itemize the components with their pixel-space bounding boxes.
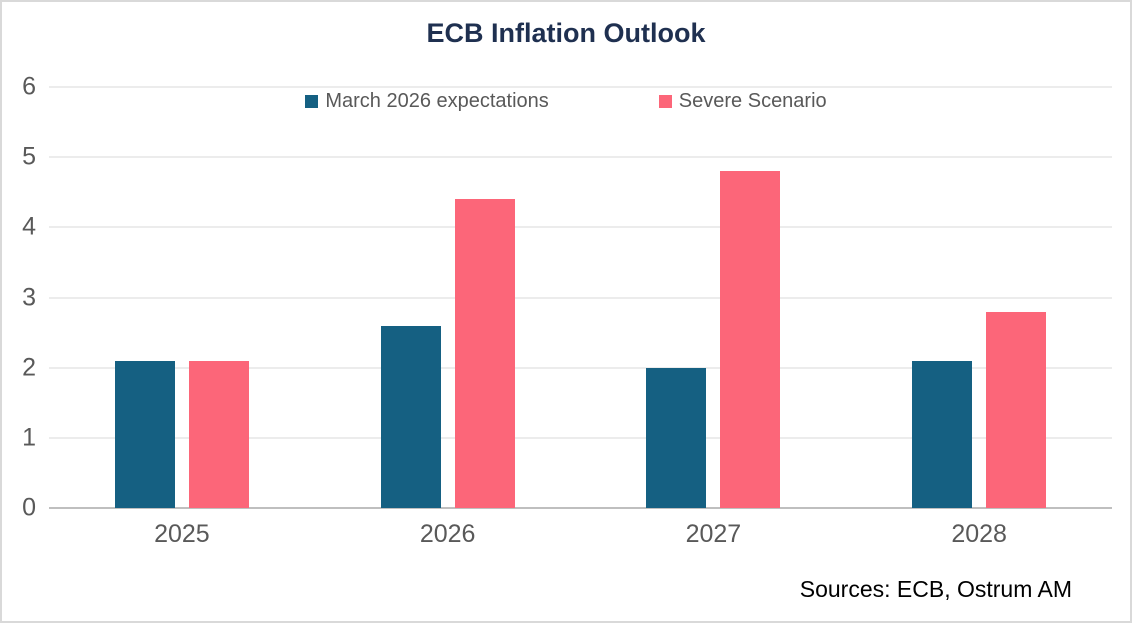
bar-2028-march-2026-expectations	[912, 360, 973, 508]
bar-group-2028	[846, 87, 1112, 508]
bar-group-2026	[315, 87, 581, 508]
legend-label-severe-scenario: Severe Scenario	[678, 90, 827, 112]
x-tick-label-2025: 2025	[154, 520, 210, 548]
source-note: Sources: ECB, Ostrum AM	[799, 576, 1072, 602]
gridline-6	[49, 86, 1112, 88]
bar-group-2025	[49, 87, 315, 508]
legend-marker-square-icon	[658, 95, 672, 108]
y-axis-labels: 0 1 2 3 4 5 6	[2, 74, 36, 520]
legend: March 2026 expectations Severe Scenario	[2, 90, 1130, 113]
bars	[49, 87, 1112, 508]
legend-marker-square-icon	[305, 95, 319, 108]
bar-2025-severe-scenario	[188, 360, 249, 508]
y-tick-label-6: 6	[22, 72, 36, 101]
y-tick-label-1: 1	[22, 423, 36, 452]
bar-group-2027	[581, 87, 847, 508]
y-tick-label-3: 3	[22, 283, 36, 311]
y-tick-label-0: 0	[22, 493, 36, 522]
x-axis-labels: 2025 2026 2027 2028	[49, 520, 1112, 549]
chart-title: ECB Inflation Outlook	[426, 18, 706, 48]
gridline-3	[49, 297, 1112, 298]
gridline-1	[49, 437, 1112, 439]
gridline-4	[49, 226, 1112, 228]
x-axis-line	[49, 507, 1112, 509]
gridline-2	[49, 367, 1112, 369]
gridline-5	[49, 156, 1112, 158]
bar-2025-march-2026-expectations	[114, 360, 175, 508]
x-tick-label-2028: 2028	[951, 520, 1007, 548]
legend-label-march-2026-expectations: March 2026 expectations	[325, 90, 549, 112]
bar-2026-march-2026-expectations	[380, 325, 441, 508]
plot-area	[49, 86, 1112, 509]
legend-item-march-2026-expectations: March 2026 expectations	[305, 90, 549, 113]
bar-2027-march-2026-expectations	[646, 367, 707, 508]
bar-2027-severe-scenario	[720, 171, 781, 508]
y-tick-label-4: 4	[22, 212, 36, 241]
y-tick-label-2: 2	[22, 353, 36, 382]
y-tick-label-5: 5	[22, 142, 36, 171]
legend-item-severe-scenario: Severe Scenario	[658, 90, 827, 113]
x-tick-label-2027: 2027	[685, 520, 742, 548]
bar-2028-severe-scenario	[986, 311, 1047, 508]
x-tick-label-2026: 2026	[419, 520, 476, 548]
gridlines	[49, 86, 1112, 509]
bar-2026-severe-scenario	[454, 199, 515, 508]
